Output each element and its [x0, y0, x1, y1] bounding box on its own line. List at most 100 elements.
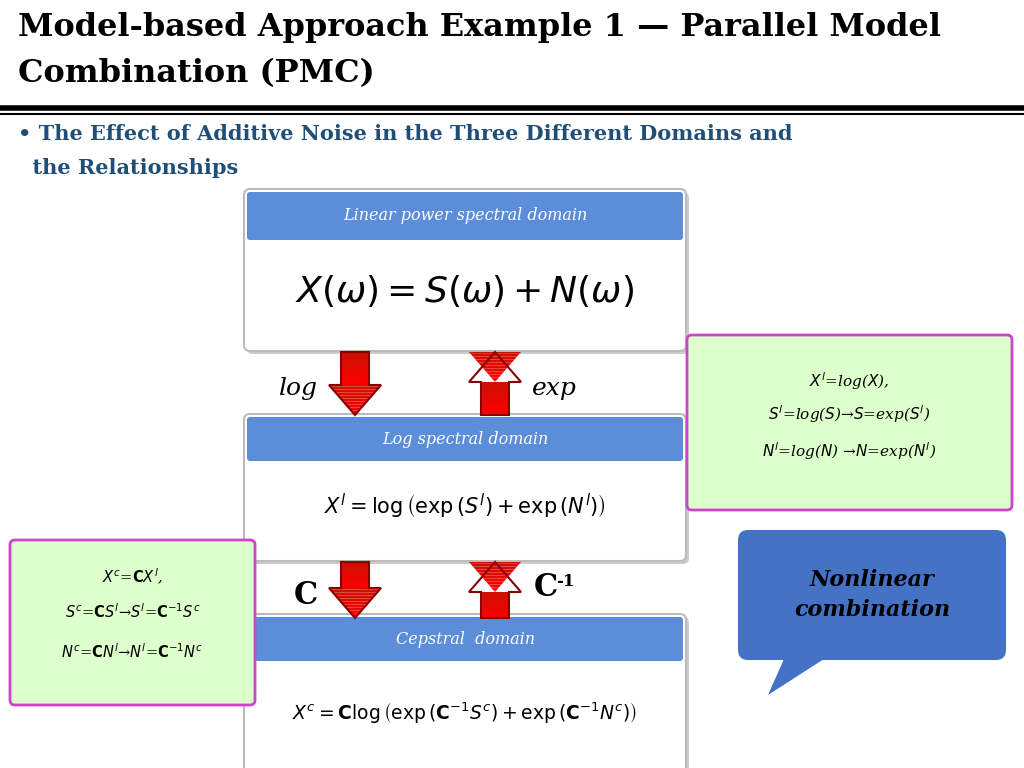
Polygon shape — [346, 607, 365, 609]
Bar — [341, 363, 369, 366]
Bar — [341, 383, 369, 385]
Bar — [341, 372, 369, 373]
Polygon shape — [347, 406, 362, 408]
Polygon shape — [345, 403, 366, 405]
FancyBboxPatch shape — [247, 617, 689, 768]
Text: Nonlinear
combination: Nonlinear combination — [794, 569, 950, 621]
Polygon shape — [475, 570, 514, 571]
Bar — [341, 362, 369, 363]
Polygon shape — [331, 386, 380, 388]
Text: $N^c$=$\mathbf{C}N^l$→$N^l$=$\mathbf{C}^{-1}N^c$: $N^c$=$\mathbf{C}N^l$→$N^l$=$\mathbf{C}^… — [61, 642, 204, 660]
Bar — [481, 601, 509, 602]
Bar — [481, 409, 509, 410]
Polygon shape — [472, 355, 518, 356]
Bar — [481, 410, 509, 412]
Bar — [341, 581, 369, 583]
Polygon shape — [494, 591, 497, 592]
Bar — [481, 609, 509, 611]
Bar — [341, 575, 369, 576]
Bar — [481, 405, 509, 407]
Polygon shape — [333, 592, 377, 594]
Polygon shape — [480, 575, 509, 577]
Bar — [481, 407, 509, 409]
Bar — [341, 570, 369, 571]
Text: $N^l$=log($N$) →$N$=exp($N^l$): $N^l$=log($N$) →$N$=exp($N^l$) — [762, 440, 937, 462]
Polygon shape — [334, 391, 376, 392]
Bar — [341, 576, 369, 578]
Text: Model-based Approach Example 1 — Parallel Model: Model-based Approach Example 1 — Paralle… — [18, 12, 941, 43]
Bar — [341, 587, 369, 588]
Polygon shape — [329, 588, 381, 590]
Polygon shape — [469, 562, 521, 564]
Polygon shape — [350, 612, 360, 614]
Bar — [481, 613, 509, 614]
Polygon shape — [478, 572, 512, 574]
Text: $S^l$=log($S$)→$S$=exp($S^l$): $S^l$=log($S$)→$S$=exp($S^l$) — [768, 403, 931, 425]
Polygon shape — [483, 369, 507, 370]
Bar — [341, 360, 369, 362]
Polygon shape — [333, 389, 377, 391]
Polygon shape — [475, 359, 514, 361]
Polygon shape — [473, 567, 517, 568]
Polygon shape — [353, 617, 356, 618]
Bar — [341, 366, 369, 367]
Bar — [481, 399, 509, 400]
Bar — [481, 400, 509, 402]
Text: • The Effect of Additive Noise in the Three Different Domains and: • The Effect of Additive Noise in the Th… — [18, 124, 793, 144]
Bar — [341, 369, 369, 370]
Text: $X^c$=$\mathbf{C}X^l$,: $X^c$=$\mathbf{C}X^l$, — [102, 567, 163, 587]
Polygon shape — [489, 376, 500, 378]
Bar — [341, 585, 369, 587]
Bar — [341, 562, 369, 563]
Text: -1: -1 — [556, 574, 574, 591]
Text: Log spectral domain: Log spectral domain — [382, 431, 548, 448]
Text: log: log — [279, 377, 318, 400]
Polygon shape — [350, 409, 360, 411]
Text: C: C — [294, 580, 318, 611]
Bar — [481, 393, 509, 396]
FancyBboxPatch shape — [247, 417, 683, 461]
Bar — [341, 563, 369, 564]
Polygon shape — [343, 604, 367, 606]
Bar — [481, 592, 509, 594]
Polygon shape — [336, 595, 375, 597]
Polygon shape — [473, 356, 517, 358]
Polygon shape — [469, 352, 521, 353]
Polygon shape — [484, 370, 506, 372]
FancyBboxPatch shape — [247, 192, 683, 240]
Bar — [481, 397, 509, 399]
Polygon shape — [352, 615, 357, 617]
Polygon shape — [329, 385, 381, 386]
Bar — [341, 367, 369, 369]
Text: Cepstral  domain: Cepstral domain — [395, 631, 535, 647]
Bar — [341, 382, 369, 383]
Polygon shape — [343, 402, 367, 403]
Polygon shape — [482, 577, 508, 578]
Bar — [341, 584, 369, 585]
FancyBboxPatch shape — [247, 417, 689, 564]
Text: exp: exp — [532, 377, 577, 400]
Polygon shape — [768, 650, 838, 695]
FancyBboxPatch shape — [247, 617, 683, 661]
Bar — [481, 390, 509, 392]
Bar — [341, 356, 369, 357]
Bar — [341, 583, 369, 584]
Bar — [481, 606, 509, 607]
Bar — [481, 614, 509, 615]
Bar — [481, 386, 509, 387]
Bar — [481, 594, 509, 596]
Bar — [481, 617, 509, 618]
Polygon shape — [474, 568, 516, 570]
Polygon shape — [479, 364, 511, 366]
Bar — [341, 370, 369, 372]
Polygon shape — [486, 372, 504, 373]
Text: $X^l = \log\left(\exp\left(S^l\right)+\exp\left(N^l\right)\right)$: $X^l = \log\left(\exp\left(S^l\right)+\e… — [324, 492, 606, 521]
Bar — [481, 596, 509, 598]
Polygon shape — [332, 591, 379, 592]
Bar — [481, 384, 509, 386]
FancyBboxPatch shape — [738, 530, 1006, 660]
Text: $X(\omega)=S(\omega) +N(\omega)$: $X(\omega)=S(\omega) +N(\omega)$ — [296, 273, 635, 309]
Polygon shape — [337, 597, 373, 598]
Polygon shape — [341, 399, 370, 400]
Bar — [341, 568, 369, 570]
